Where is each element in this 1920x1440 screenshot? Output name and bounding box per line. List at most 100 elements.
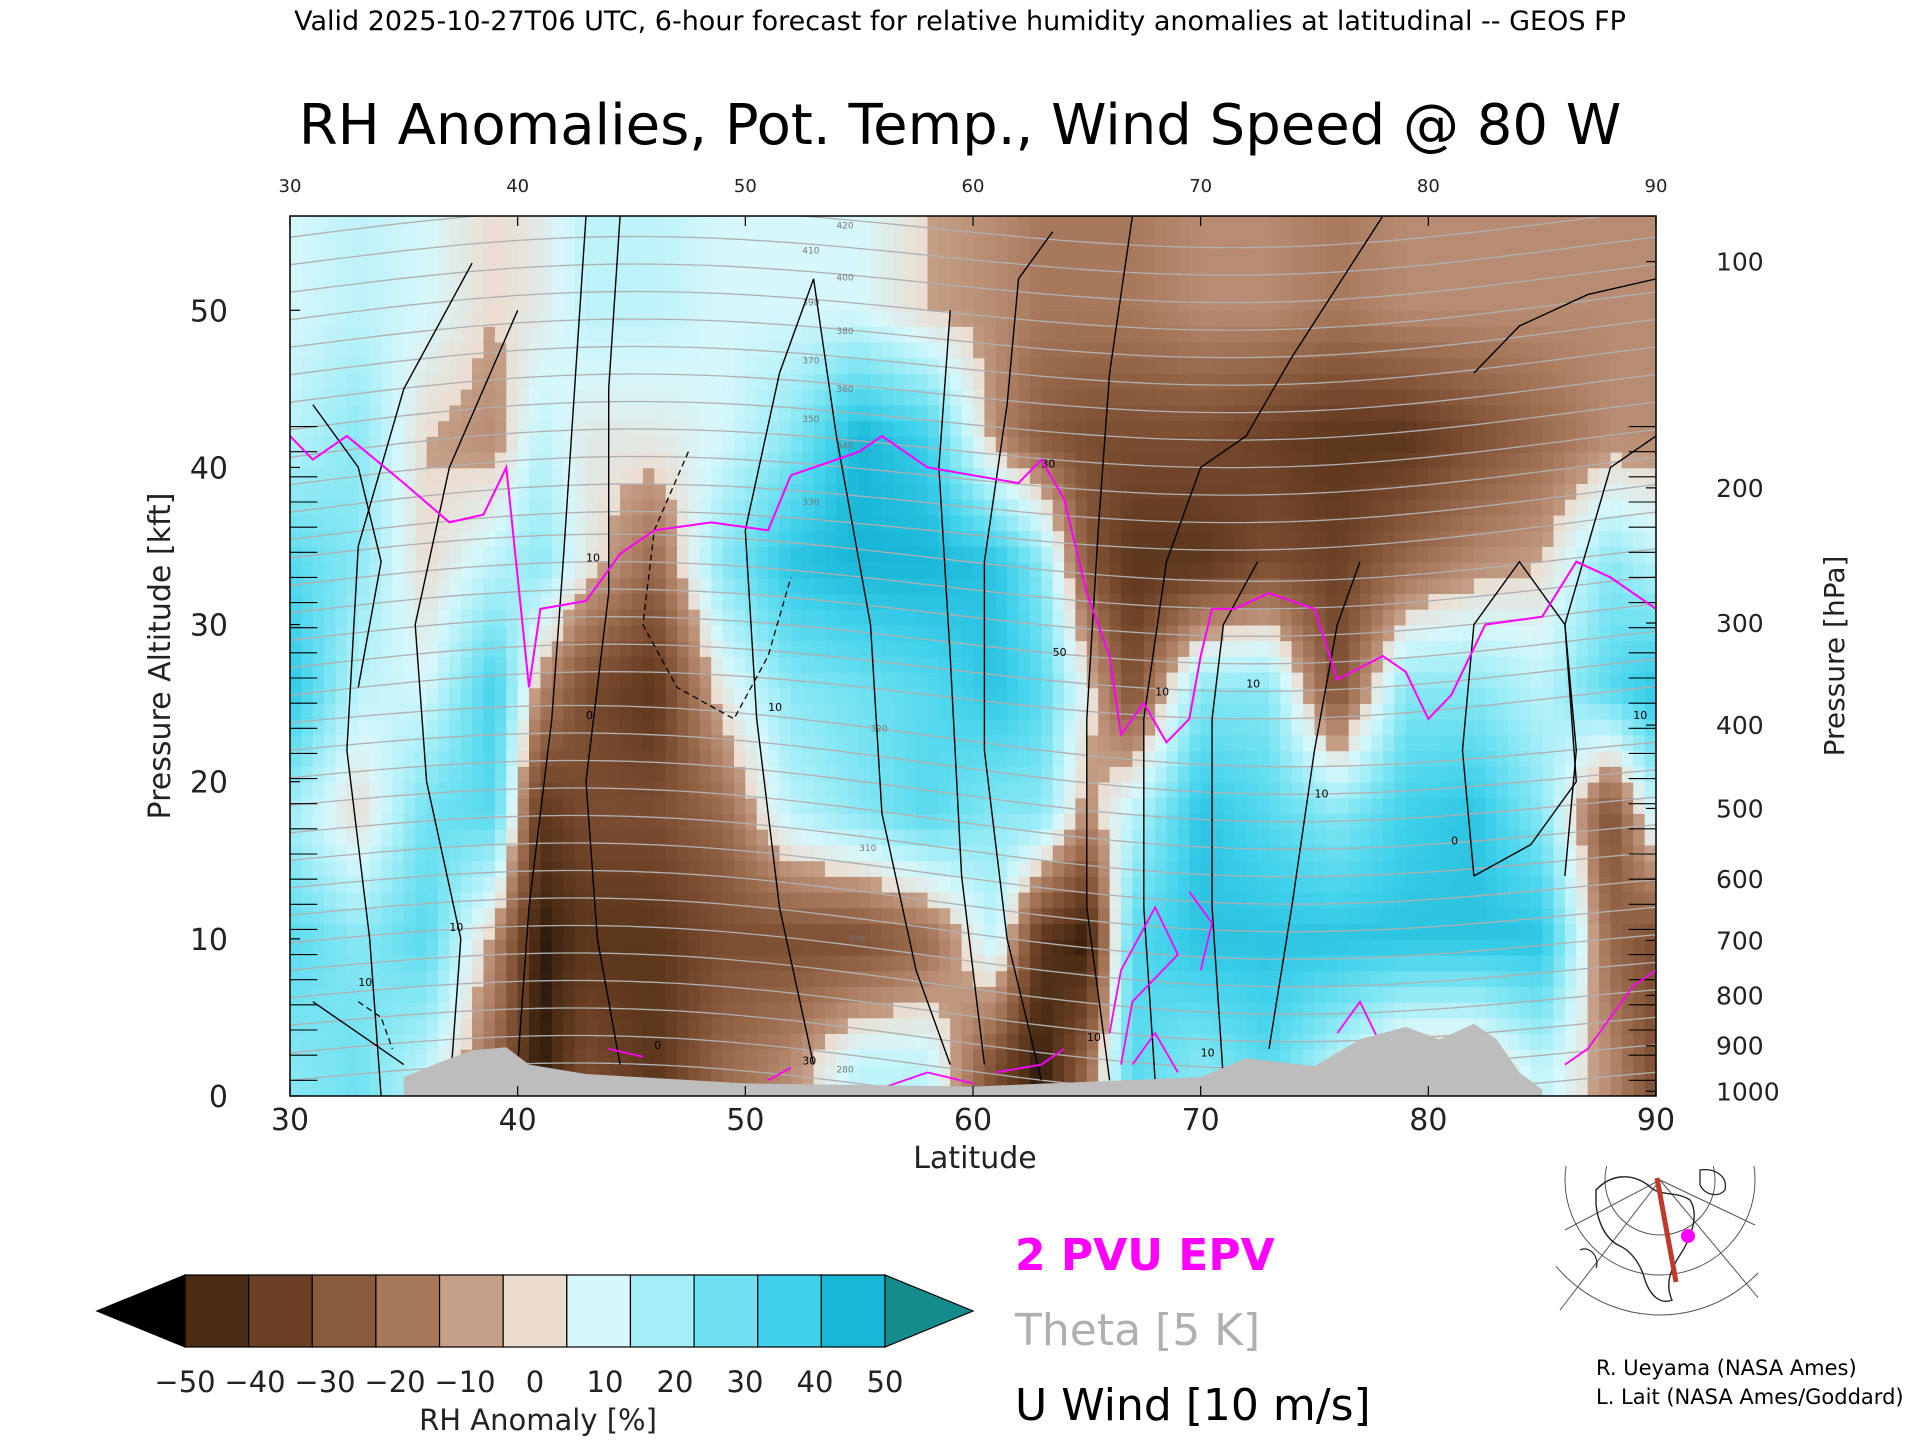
heatmap-cell bbox=[756, 436, 769, 453]
heatmap-cell bbox=[586, 498, 599, 516]
heatmap-cell bbox=[415, 781, 428, 799]
heatmap-cell bbox=[449, 483, 462, 500]
heatmap-cell bbox=[608, 514, 621, 532]
heatmap-cell bbox=[995, 514, 1009, 532]
heatmap-cell bbox=[551, 326, 565, 343]
heatmap-cell bbox=[677, 656, 690, 673]
heatmap-cell bbox=[836, 907, 849, 924]
heatmap-cell bbox=[1177, 640, 1191, 657]
heatmap-cell bbox=[665, 750, 678, 767]
heatmap-cell bbox=[483, 671, 496, 689]
heatmap-cell bbox=[904, 577, 917, 594]
heatmap-cell bbox=[813, 844, 826, 862]
heatmap-cell bbox=[290, 404, 303, 422]
heatmap-cell bbox=[847, 891, 861, 909]
heatmap-cell bbox=[312, 1001, 326, 1019]
heatmap-cell bbox=[1132, 1001, 1145, 1019]
heatmap-cell bbox=[290, 766, 303, 783]
heatmap-cell bbox=[369, 656, 382, 673]
heatmap-cell bbox=[392, 388, 405, 406]
heatmap-cell bbox=[1029, 718, 1043, 736]
heatmap-cell bbox=[1041, 718, 1054, 736]
heatmap-cell bbox=[1075, 231, 1088, 249]
heatmap-cell bbox=[927, 326, 940, 343]
heatmap-cell bbox=[312, 938, 326, 956]
heatmap-cell bbox=[1064, 656, 1077, 673]
heatmap-cell bbox=[563, 577, 576, 594]
heatmap-cell bbox=[529, 797, 542, 814]
heatmap-cell bbox=[403, 514, 417, 532]
heatmap-cell bbox=[1052, 671, 1065, 689]
heatmap-cell bbox=[574, 671, 587, 689]
heatmap-cell bbox=[984, 907, 997, 924]
heatmap-cell bbox=[688, 797, 701, 814]
heatmap-cell bbox=[677, 750, 690, 767]
heatmap-cell bbox=[1075, 216, 1088, 233]
heatmap-cell bbox=[381, 891, 394, 909]
heatmap-cell bbox=[688, 923, 701, 940]
heatmap-cell bbox=[1007, 891, 1020, 909]
heatmap-cell bbox=[460, 294, 474, 312]
heatmap-cell bbox=[1234, 1017, 1248, 1034]
heatmap-cell bbox=[1166, 278, 1179, 296]
heatmap-cell bbox=[688, 373, 701, 390]
heatmap-cell bbox=[403, 891, 417, 909]
heatmap-cell bbox=[881, 970, 895, 987]
heatmap-cell bbox=[859, 1064, 872, 1082]
heatmap-cell bbox=[426, 938, 439, 956]
heatmap-cell bbox=[642, 216, 656, 233]
heatmap-cell bbox=[346, 1048, 360, 1066]
heatmap-cell bbox=[1177, 577, 1191, 594]
heatmap-cell bbox=[1075, 278, 1088, 296]
heatmap-cell bbox=[301, 954, 314, 972]
heatmap-cell bbox=[597, 766, 610, 783]
heatmap-cell bbox=[608, 640, 621, 657]
heatmap-cell bbox=[449, 404, 462, 422]
heatmap-cell bbox=[1029, 923, 1043, 940]
heatmap-cell bbox=[494, 938, 508, 956]
heatmap-cell bbox=[483, 577, 496, 594]
heatmap-cell bbox=[335, 891, 348, 909]
heatmap-cell bbox=[1121, 467, 1134, 484]
heatmap-cell bbox=[790, 781, 804, 799]
heatmap-cell bbox=[597, 247, 610, 264]
heatmap-cell bbox=[494, 498, 508, 516]
heatmap-cell bbox=[699, 216, 713, 233]
heatmap-cell bbox=[665, 797, 678, 814]
heatmap-cell bbox=[1098, 278, 1111, 296]
heatmap-cell bbox=[551, 1048, 565, 1066]
heatmap-cell bbox=[711, 451, 724, 469]
heatmap-cell bbox=[472, 813, 485, 830]
heatmap-cell bbox=[1291, 451, 1304, 469]
heatmap-cell bbox=[1155, 483, 1168, 500]
heatmap-cell bbox=[1212, 640, 1225, 657]
heatmap-cell bbox=[973, 546, 986, 563]
heatmap-cell bbox=[1121, 404, 1134, 422]
heatmap-cell bbox=[1269, 341, 1282, 359]
heatmap-cell bbox=[403, 923, 417, 940]
heatmap-cell bbox=[665, 923, 678, 940]
heatmap-cell bbox=[540, 876, 553, 893]
heatmap-cell bbox=[415, 891, 428, 909]
heatmap-cell bbox=[381, 1048, 394, 1066]
heatmap-cell bbox=[688, 483, 701, 500]
heatmap-cell bbox=[608, 247, 621, 264]
heatmap-cell bbox=[995, 766, 1009, 783]
heatmap-cell bbox=[734, 687, 747, 704]
heatmap-cell bbox=[335, 671, 348, 689]
heatmap-cell bbox=[608, 970, 621, 987]
heatmap-cell bbox=[290, 546, 303, 563]
heatmap-cell bbox=[574, 986, 587, 1003]
heatmap-cell bbox=[927, 923, 940, 940]
heatmap-cell bbox=[961, 326, 974, 343]
heatmap-cell bbox=[1189, 986, 1202, 1003]
heatmap-cell bbox=[927, 656, 940, 673]
heatmap-cell bbox=[813, 404, 826, 422]
heatmap-cell bbox=[847, 656, 861, 673]
heatmap-cell bbox=[1291, 593, 1304, 610]
heatmap-cell bbox=[1132, 294, 1145, 312]
heatmap-cell bbox=[847, 986, 861, 1003]
heatmap-cell bbox=[825, 986, 838, 1003]
heatmap-cell bbox=[654, 373, 667, 390]
heatmap-cell bbox=[1098, 656, 1111, 673]
